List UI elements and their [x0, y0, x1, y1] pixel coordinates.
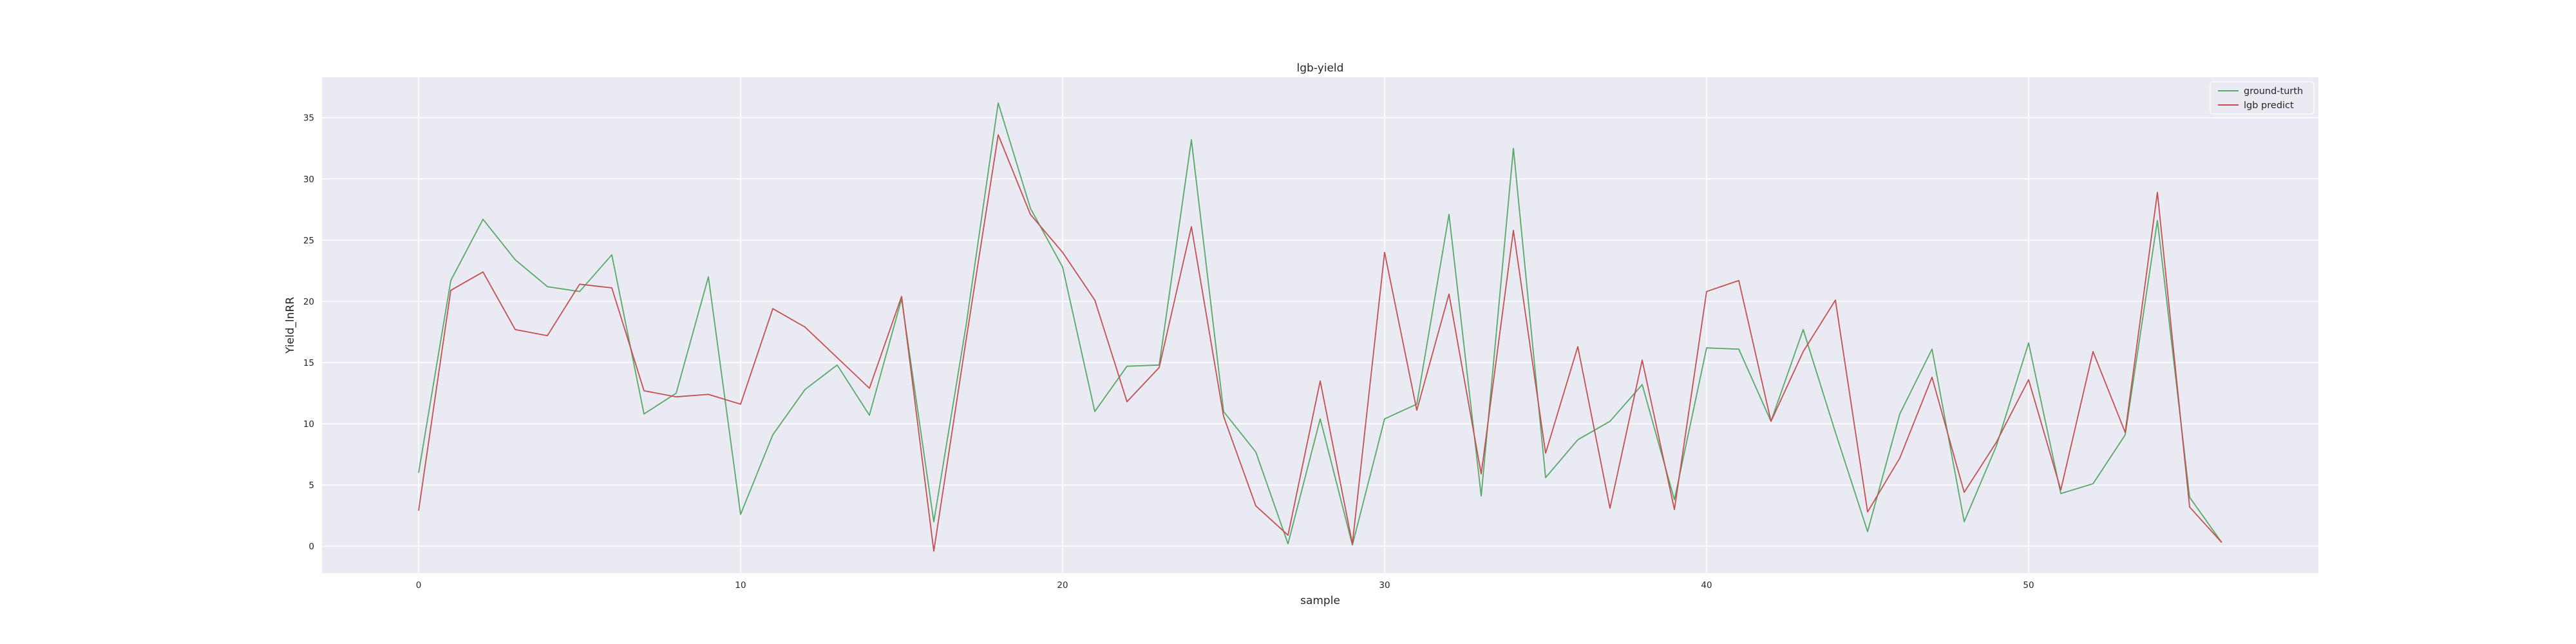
x-tick-label: 40	[1701, 580, 1712, 591]
legend-label-ground-turth: ground-turth	[2244, 86, 2303, 97]
y-tick-label: 30	[303, 175, 314, 185]
x-tick-label: 20	[1057, 580, 1068, 591]
series-group	[418, 102, 2222, 552]
legend: ground-turth lgb predict	[2210, 81, 2315, 115]
x-tick-label: 30	[1379, 580, 1390, 591]
y-tick-label: 20	[303, 297, 314, 307]
x-axis-label: sample	[1300, 594, 1340, 607]
tick-labels: 0 10 20 30 40 50 0 5 10 15 20 25 30 35	[303, 113, 2034, 591]
plot-background	[322, 77, 2318, 573]
legend-label-lgb-predict: lgb predict	[2244, 100, 2294, 111]
x-tick-label: 0	[416, 580, 422, 591]
legend-box	[2210, 81, 2315, 115]
series-line-ground-turth	[418, 102, 2222, 546]
chart-title: lgb-yield	[1297, 62, 1344, 75]
x-tick-label: 50	[2023, 580, 2034, 591]
y-tick-label: 5	[308, 480, 314, 491]
series-line-lgb-predict	[418, 134, 2222, 552]
x-tick-label: 10	[735, 580, 746, 591]
y-tick-label: 15	[303, 358, 314, 368]
y-axis-label: Yield_lnRR	[284, 297, 297, 354]
y-tick-label: 35	[303, 113, 314, 124]
y-tick-label: 10	[303, 419, 314, 430]
grid-lines	[322, 77, 2318, 573]
y-tick-label: 25	[303, 236, 314, 246]
y-tick-label: 0	[308, 542, 314, 552]
